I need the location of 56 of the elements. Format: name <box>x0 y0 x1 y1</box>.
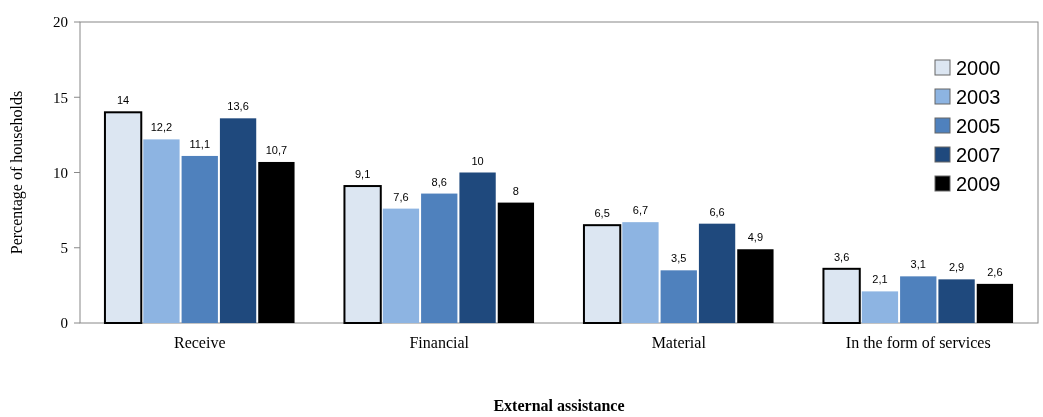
data-label: 6,7 <box>632 204 649 217</box>
data-label: 9,1 <box>354 168 371 181</box>
bar <box>103 111 143 324</box>
legend-label: 2007 <box>956 144 1001 166</box>
data-label: 8 <box>512 184 519 197</box>
data-label: 11,1 <box>189 137 211 150</box>
data-label: 7,6 <box>393 190 409 203</box>
bar <box>622 222 659 323</box>
x-tick-label: Material <box>651 334 707 351</box>
bar <box>861 291 899 323</box>
data-label: 6,5 <box>594 207 610 220</box>
bar <box>219 118 257 323</box>
legend-label: 2005 <box>956 115 1001 137</box>
y-axis-title: Percentage of households <box>8 90 26 255</box>
data-label: 2,1 <box>872 273 888 286</box>
data-label: 3,6 <box>833 250 850 263</box>
data-label: 3,1 <box>910 258 926 271</box>
x-tick-label: In the form of services <box>845 334 991 351</box>
bar <box>900 276 937 323</box>
bar <box>421 193 458 323</box>
data-label: 10,7 <box>265 143 288 156</box>
data-label: 12,2 <box>150 121 173 134</box>
data-label: 10 <box>471 154 484 167</box>
data-label: 13,6 <box>227 100 249 113</box>
bar <box>343 185 382 324</box>
bar <box>582 224 622 324</box>
data-label: 8,6 <box>431 175 447 188</box>
y-tick-label: 0 <box>60 315 68 332</box>
legend-label: 2000 <box>956 57 1001 79</box>
bar <box>497 202 535 323</box>
bar <box>181 155 218 323</box>
data-label: 2,9 <box>948 261 965 274</box>
bar <box>459 172 496 323</box>
x-tick-label: Receive <box>173 334 226 351</box>
y-tick-label: 5 <box>60 240 68 256</box>
data-label: 3,5 <box>671 252 687 265</box>
bar <box>938 279 975 323</box>
bar <box>143 139 180 323</box>
bar <box>258 161 295 323</box>
data-label: 2,6 <box>987 265 1003 278</box>
bar <box>737 249 774 323</box>
y-tick-label: 10 <box>53 164 68 181</box>
bar <box>660 270 697 323</box>
data-label: 4,9 <box>747 231 764 244</box>
bar <box>822 267 861 324</box>
data-label: 6,6 <box>709 205 725 218</box>
bar <box>698 223 736 323</box>
legend-label: 2009 <box>956 173 1001 195</box>
y-tick-label: 20 <box>53 14 68 31</box>
data-label: 14 <box>116 94 130 107</box>
x-tick-label: Financial <box>409 334 470 351</box>
x-axis-title: External assistance <box>493 397 625 414</box>
bar <box>976 283 1014 323</box>
y-tick-label: 15 <box>53 89 68 106</box>
bar <box>382 208 420 323</box>
legend-label: 2003 <box>956 86 1001 108</box>
